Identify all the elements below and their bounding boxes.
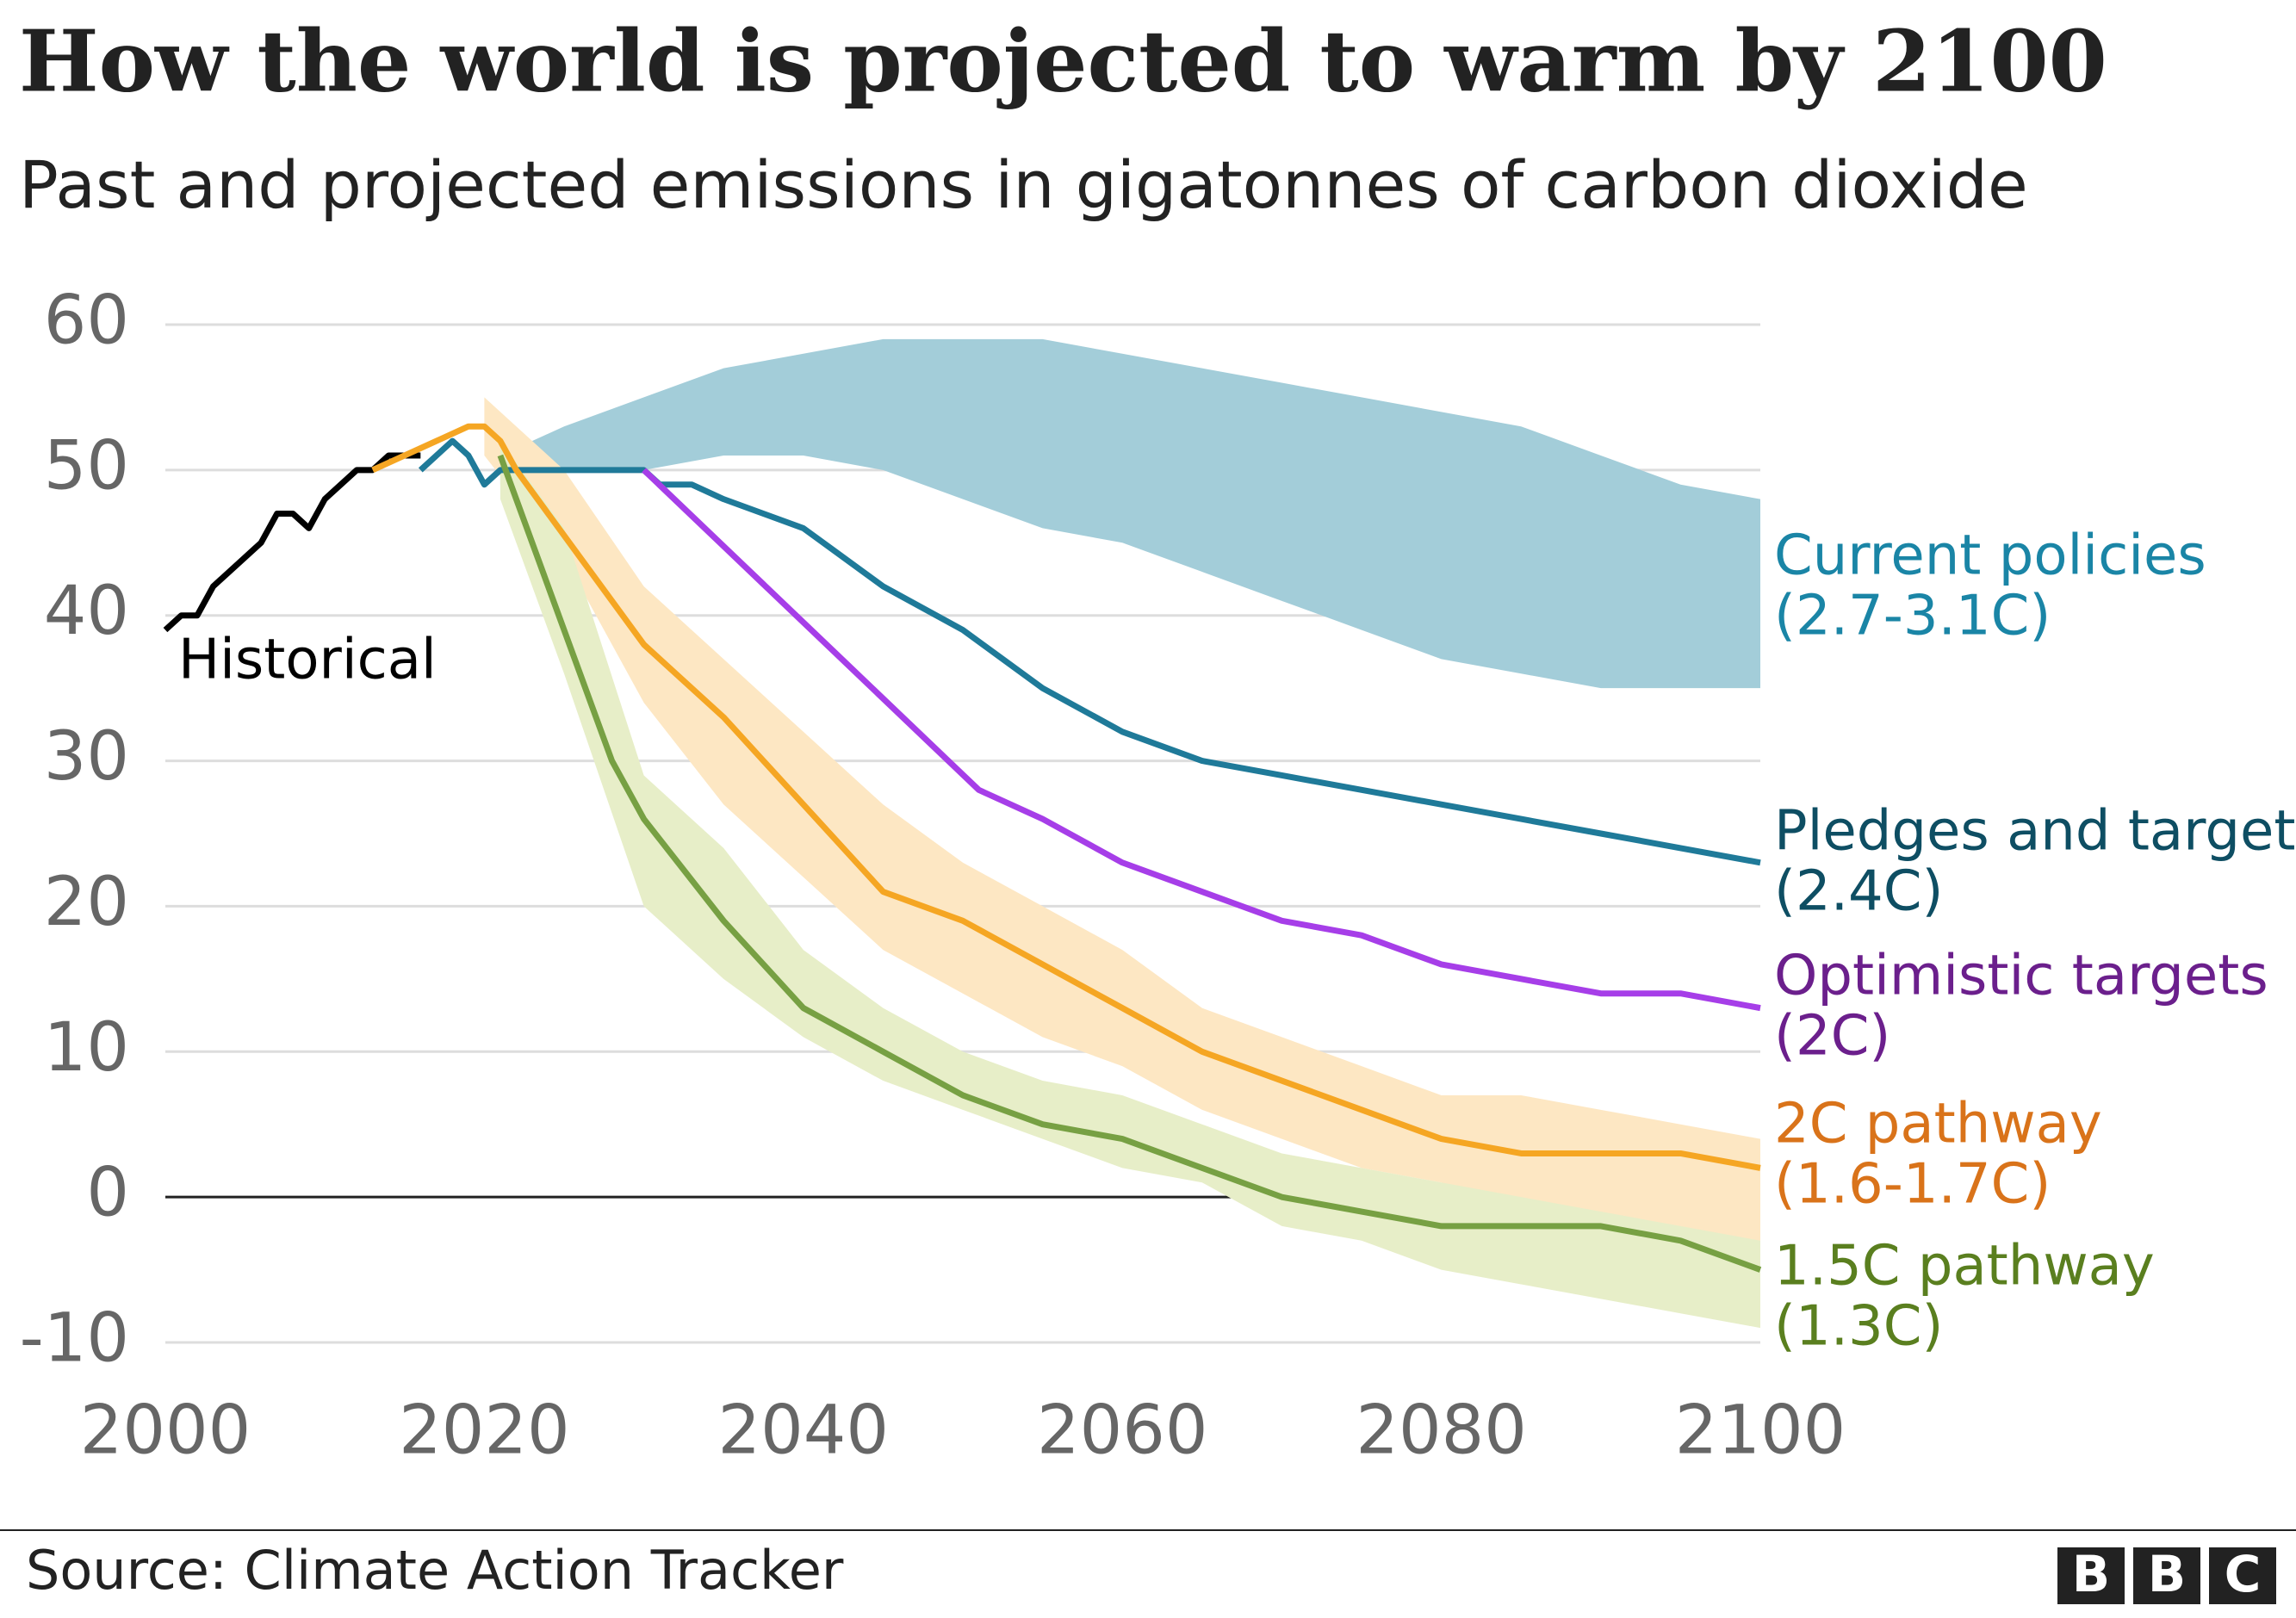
series-line bbox=[371, 423, 1761, 1171]
logo-box bbox=[2057, 1547, 2125, 1604]
series-line bbox=[163, 452, 421, 633]
uncertainty-band bbox=[500, 338, 1761, 689]
y-tick-label: 60 bbox=[44, 282, 129, 359]
series-line bbox=[642, 468, 1761, 1012]
x-tick-label: 2020 bbox=[399, 1392, 570, 1469]
series-line bbox=[418, 437, 1761, 866]
x-tick-label: 2100 bbox=[1675, 1392, 1846, 1469]
series-label: Current policies bbox=[1774, 524, 2206, 588]
logo-letter: C bbox=[2225, 1545, 2262, 1603]
series-label-temperature: (1.6-1.7C) bbox=[1774, 1153, 2051, 1217]
series-label: Pledges and targets bbox=[1774, 800, 2296, 864]
logo-letter: B bbox=[2072, 1545, 2110, 1603]
series-label: Historical bbox=[178, 629, 437, 692]
y-tick-label: 10 bbox=[44, 1009, 129, 1087]
series-label: 2C pathway bbox=[1774, 1093, 2102, 1156]
x-tick-label: 2060 bbox=[1037, 1392, 1208, 1469]
x-tick-label: 2040 bbox=[718, 1392, 890, 1469]
series-label-temperature: (1.3C) bbox=[1774, 1295, 1943, 1359]
y-tick-label: 0 bbox=[86, 1155, 129, 1232]
x-tick-label: 2080 bbox=[1356, 1392, 1527, 1469]
source: Source: Climate Action Tracker bbox=[26, 1539, 844, 1602]
chart-subtitle: Past and projected emissions in gigatonn… bbox=[19, 146, 2028, 223]
series-label-temperature: (2.4C) bbox=[1774, 860, 1943, 924]
logo-letter: B bbox=[2148, 1545, 2186, 1603]
logo-box bbox=[2133, 1547, 2200, 1604]
y-tick-label: 30 bbox=[44, 718, 129, 796]
series-line bbox=[497, 454, 1762, 1273]
series-label-temperature: (2C) bbox=[1774, 1005, 1890, 1069]
uncertainty-band bbox=[500, 441, 1761, 1329]
y-tick-label: 40 bbox=[44, 573, 129, 650]
y-tick-label: 50 bbox=[44, 427, 129, 505]
series-label-temperature: (2.7-3.1C) bbox=[1774, 585, 2051, 648]
series-label: 1.5C pathway bbox=[1774, 1235, 2155, 1299]
series-label: Optimistic targets bbox=[1774, 945, 2268, 1008]
logo-box bbox=[2209, 1547, 2276, 1604]
y-tick-label: 20 bbox=[44, 864, 129, 941]
y-tick-label: -10 bbox=[20, 1299, 129, 1377]
x-tick-label: 2000 bbox=[80, 1392, 251, 1469]
chart-title: How the world is projected to warm by 21… bbox=[19, 12, 2107, 111]
